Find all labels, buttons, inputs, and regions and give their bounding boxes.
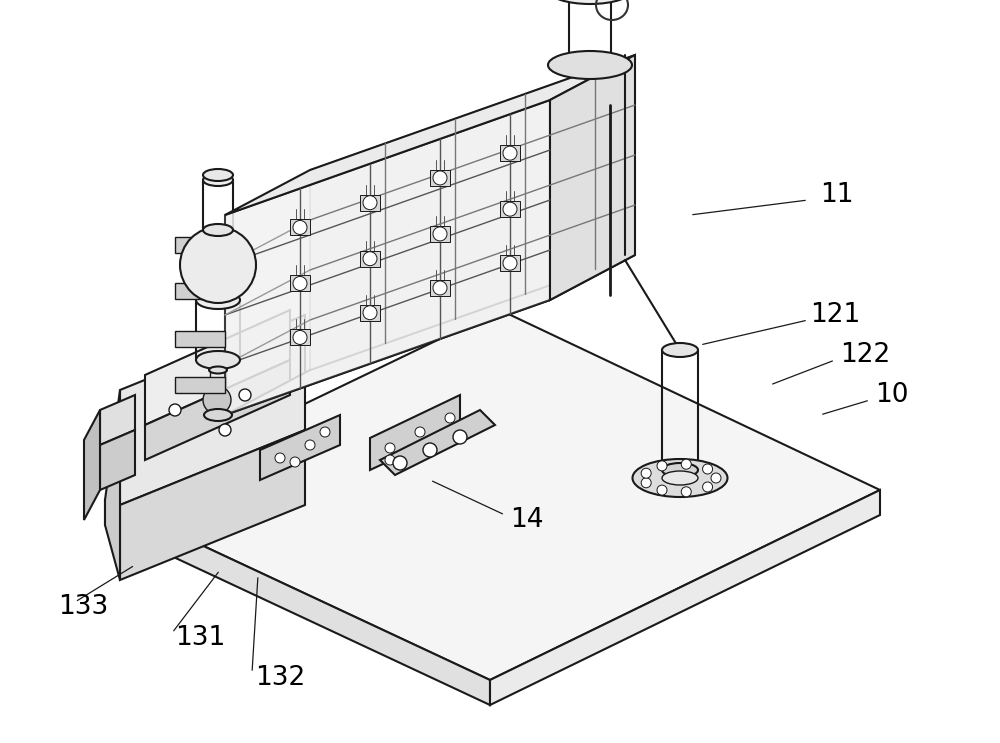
Text: 10: 10: [875, 382, 908, 408]
Polygon shape: [145, 310, 290, 425]
Circle shape: [290, 457, 300, 467]
Ellipse shape: [548, 0, 632, 4]
Ellipse shape: [203, 224, 233, 236]
Circle shape: [711, 473, 721, 483]
Polygon shape: [120, 430, 305, 580]
Polygon shape: [360, 250, 380, 267]
Polygon shape: [105, 310, 880, 680]
Polygon shape: [105, 500, 490, 705]
Circle shape: [641, 478, 651, 488]
Circle shape: [423, 443, 437, 457]
Circle shape: [219, 424, 231, 436]
Polygon shape: [84, 410, 100, 520]
Polygon shape: [360, 305, 380, 321]
Polygon shape: [175, 283, 225, 299]
Circle shape: [203, 386, 231, 414]
Circle shape: [453, 430, 467, 444]
Circle shape: [363, 305, 377, 319]
Polygon shape: [290, 219, 310, 236]
Circle shape: [169, 404, 181, 416]
Polygon shape: [100, 430, 135, 490]
Circle shape: [503, 146, 517, 160]
Ellipse shape: [196, 351, 240, 369]
Polygon shape: [430, 170, 450, 186]
Circle shape: [393, 456, 407, 470]
Polygon shape: [360, 195, 380, 211]
Circle shape: [293, 221, 307, 235]
Circle shape: [681, 487, 691, 497]
Circle shape: [657, 485, 667, 495]
Circle shape: [503, 256, 517, 270]
Polygon shape: [490, 490, 880, 705]
Circle shape: [385, 443, 395, 453]
Polygon shape: [370, 395, 460, 470]
Text: 133: 133: [58, 594, 108, 620]
Text: 11: 11: [820, 182, 854, 208]
Circle shape: [703, 482, 713, 492]
Polygon shape: [550, 55, 635, 300]
Polygon shape: [225, 255, 635, 415]
Text: 132: 132: [255, 665, 305, 691]
Circle shape: [641, 468, 651, 478]
Circle shape: [433, 227, 447, 241]
Ellipse shape: [662, 343, 698, 357]
Ellipse shape: [196, 291, 240, 309]
Circle shape: [703, 464, 713, 474]
Text: 122: 122: [840, 342, 890, 368]
Ellipse shape: [662, 463, 698, 477]
Circle shape: [320, 427, 330, 437]
Circle shape: [433, 171, 447, 185]
Circle shape: [385, 455, 395, 465]
Circle shape: [293, 331, 307, 345]
Polygon shape: [500, 201, 520, 217]
Polygon shape: [120, 315, 305, 505]
Ellipse shape: [209, 366, 227, 374]
Polygon shape: [500, 255, 520, 271]
Circle shape: [445, 413, 455, 423]
Polygon shape: [225, 100, 550, 415]
Polygon shape: [175, 331, 225, 347]
Circle shape: [305, 440, 315, 450]
Circle shape: [293, 276, 307, 291]
Ellipse shape: [203, 174, 233, 186]
Text: 14: 14: [510, 507, 544, 533]
Polygon shape: [430, 280, 450, 296]
Text: 121: 121: [810, 302, 860, 328]
Polygon shape: [260, 415, 340, 480]
Ellipse shape: [633, 459, 728, 497]
Polygon shape: [380, 410, 495, 475]
Polygon shape: [225, 55, 635, 215]
Ellipse shape: [204, 409, 232, 421]
Polygon shape: [290, 276, 310, 291]
Polygon shape: [105, 390, 120, 580]
Circle shape: [180, 227, 256, 303]
Polygon shape: [175, 237, 225, 253]
Circle shape: [363, 252, 377, 266]
Circle shape: [503, 202, 517, 216]
Polygon shape: [430, 226, 450, 242]
Polygon shape: [310, 55, 635, 370]
Circle shape: [275, 453, 285, 463]
Circle shape: [433, 281, 447, 295]
Polygon shape: [100, 395, 135, 445]
Circle shape: [239, 389, 251, 401]
Circle shape: [415, 427, 425, 437]
Ellipse shape: [662, 471, 698, 485]
Circle shape: [681, 459, 691, 470]
Polygon shape: [175, 377, 225, 393]
Ellipse shape: [548, 51, 632, 79]
Ellipse shape: [203, 169, 233, 181]
Polygon shape: [145, 360, 290, 460]
Circle shape: [657, 461, 667, 471]
Text: 131: 131: [175, 625, 225, 651]
Circle shape: [363, 195, 377, 210]
Polygon shape: [290, 329, 310, 345]
Polygon shape: [500, 145, 520, 161]
